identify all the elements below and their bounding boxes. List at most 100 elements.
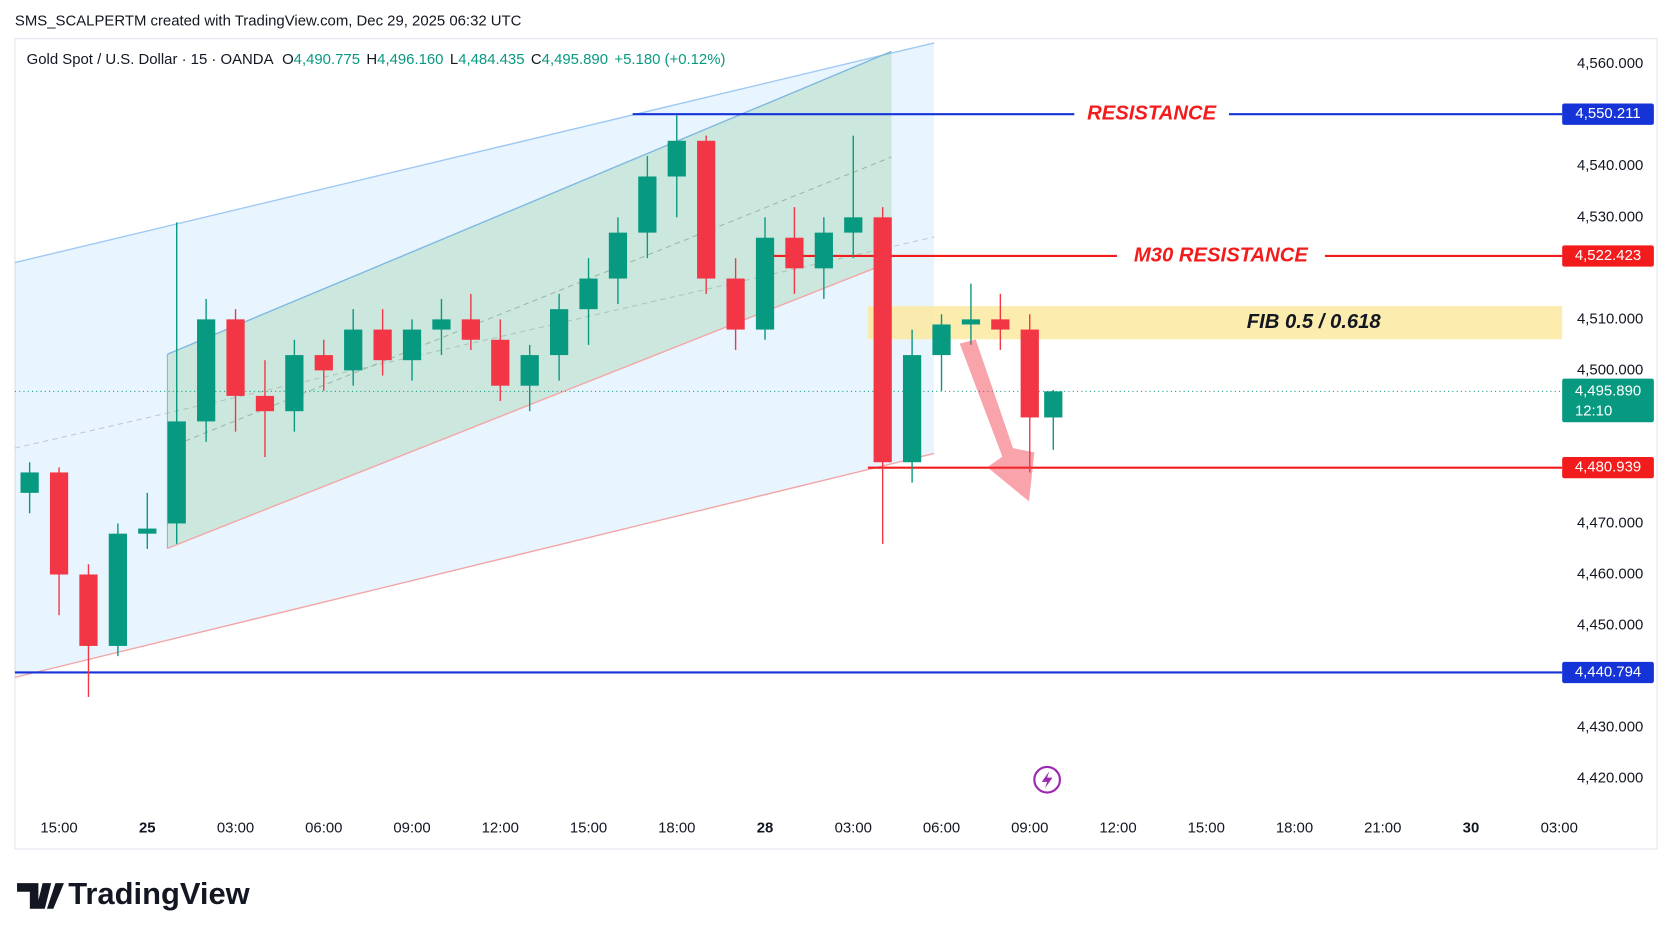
- candle-body: [638, 176, 657, 233]
- candle-body: [197, 319, 216, 422]
- zone-layer: FIB 0.5 / 0.618: [867, 306, 1563, 340]
- level-text-bg: [1116, 243, 1325, 269]
- level-price-label: 4,480.939: [1575, 459, 1641, 476]
- candle-body: [814, 232, 833, 269]
- candle-body: [961, 319, 981, 325]
- y-tick-label: 4,500.000: [1577, 361, 1643, 378]
- level-price-box: [1562, 245, 1654, 267]
- down-arrow: [959, 339, 1035, 502]
- candle-body: [20, 472, 39, 493]
- x-tick-label: 18:00: [1276, 820, 1313, 837]
- candle-body: [314, 355, 333, 371]
- candle-body: [902, 355, 922, 463]
- candle-body: [608, 232, 628, 279]
- brand: TradingView: [17, 876, 251, 911]
- y-tick-label: 4,530.000: [1577, 208, 1643, 225]
- candle-body: [138, 528, 157, 534]
- candle-body: [844, 217, 863, 233]
- fib-zone: [867, 306, 1563, 340]
- level-price-label: 4,522.423: [1575, 247, 1641, 264]
- candle-body: [167, 421, 186, 524]
- candle-body: [726, 278, 745, 330]
- candle-body: [108, 533, 128, 646]
- icon-bolt: [1041, 771, 1053, 789]
- x-tick-label: 12:00: [482, 820, 519, 837]
- legend: Gold Spot / U.S. Dollar · 15 · OANDA O4,4…: [27, 51, 726, 68]
- level-price-box: [1562, 661, 1654, 684]
- candle-body: [579, 278, 598, 310]
- level-price-box: [1562, 456, 1654, 479]
- x-tick-label: 12:00: [1099, 820, 1136, 837]
- candle-body: [1020, 329, 1039, 418]
- candle-body: [991, 319, 1010, 330]
- x-tick-label: 03:00: [1541, 820, 1578, 837]
- change: +5.180 (+0.12%): [614, 51, 725, 68]
- x-tick-label: 21:00: [1364, 820, 1401, 837]
- y-tick-label: 4,420.000: [1577, 770, 1643, 787]
- candle-body: [285, 355, 304, 412]
- last-price-box: [1562, 378, 1654, 423]
- axis-layer: 4,420.000 4,430.000 4,450.000 4,460.000 4,47…: [40, 55, 1643, 848]
- ohlc-value: 4,495.890: [542, 51, 608, 68]
- candle-body: [667, 140, 686, 177]
- x-tick-label: 06:00: [923, 820, 960, 837]
- brand-logo: [17, 883, 64, 909]
- candle-body: [520, 355, 539, 386]
- x-tick-label: 28: [757, 820, 774, 837]
- last-price-label: 4,495.890: [1575, 382, 1641, 399]
- candle-body: [785, 237, 804, 269]
- ohlc-key: C: [531, 51, 542, 68]
- ohlc-key: H: [366, 51, 377, 68]
- y-tick-label: 4,560.000: [1577, 55, 1643, 72]
- countdown-label: 12:10: [1575, 403, 1612, 420]
- legend-line: Gold Spot / U.S. Dollar · 15 · OANDA O4,4…: [27, 51, 726, 68]
- attribution: SMS_SCALPERTM created with TradingView.c…: [15, 13, 522, 30]
- candle-layer: [20, 115, 1063, 697]
- x-tick-label: 09:00: [1011, 820, 1048, 837]
- candle-body: [549, 309, 569, 356]
- x-tick-label: 15:00: [570, 820, 607, 837]
- candle-body: [755, 237, 775, 330]
- level-price-label: 4,440.794: [1575, 663, 1641, 680]
- level-text-bg: [1074, 101, 1229, 127]
- x-tick-label: 18:00: [658, 820, 695, 837]
- level-text: RESISTANCE: [1087, 103, 1218, 125]
- candle-body: [255, 395, 275, 412]
- candle-body: [79, 574, 98, 646]
- level-layer: 4,495.890 12:10 RESISTANCE 4,550.211 M30 RES…: [14, 101, 1654, 684]
- symbol: Gold Spot / U.S. Dollar · 15 · OANDA: [27, 51, 274, 68]
- y-tick-label: 4,450.000: [1577, 616, 1643, 633]
- candle-body: [432, 319, 451, 330]
- candle-body: [491, 339, 510, 386]
- x-tick-label: 25: [139, 820, 156, 837]
- y-tick-label: 4,470.000: [1577, 514, 1643, 531]
- ohlc-key: O: [282, 51, 294, 68]
- x-tick-label: 30: [1463, 820, 1480, 837]
- level-text: M30 RESISTANCE: [1134, 244, 1310, 266]
- x-tick-label: 15:00: [40, 820, 77, 837]
- channel-mid: [14, 236, 935, 449]
- candle-body: [932, 324, 951, 356]
- x-tick-label: 06:00: [305, 820, 342, 837]
- candle-body: [873, 217, 892, 463]
- chart-frame: [14, 38, 1658, 850]
- y-tick-label: 4,460.000: [1577, 565, 1643, 582]
- y-tick-label: 4,510.000: [1577, 310, 1643, 327]
- candle-body: [402, 329, 422, 361]
- ohlc-value: 4,490.775: [294, 51, 360, 68]
- candle-body: [373, 329, 392, 361]
- inner-top: [167, 50, 892, 355]
- candle-body: [226, 319, 245, 396]
- y-tick-label: 4,540.000: [1577, 157, 1643, 174]
- candle-body: [344, 329, 363, 371]
- level-price-label: 4,550.211: [1575, 105, 1640, 122]
- candle-body: [49, 472, 69, 575]
- x-tick-label: 09:00: [393, 820, 430, 837]
- y-tick-label: 4,430.000: [1577, 718, 1643, 735]
- candle-body: [697, 140, 716, 279]
- x-tick-label: 03:00: [835, 820, 872, 837]
- level-price-box: [1562, 103, 1654, 125]
- ohlc-key: L: [450, 51, 458, 68]
- ohlc-value: 4,484.435: [458, 51, 524, 68]
